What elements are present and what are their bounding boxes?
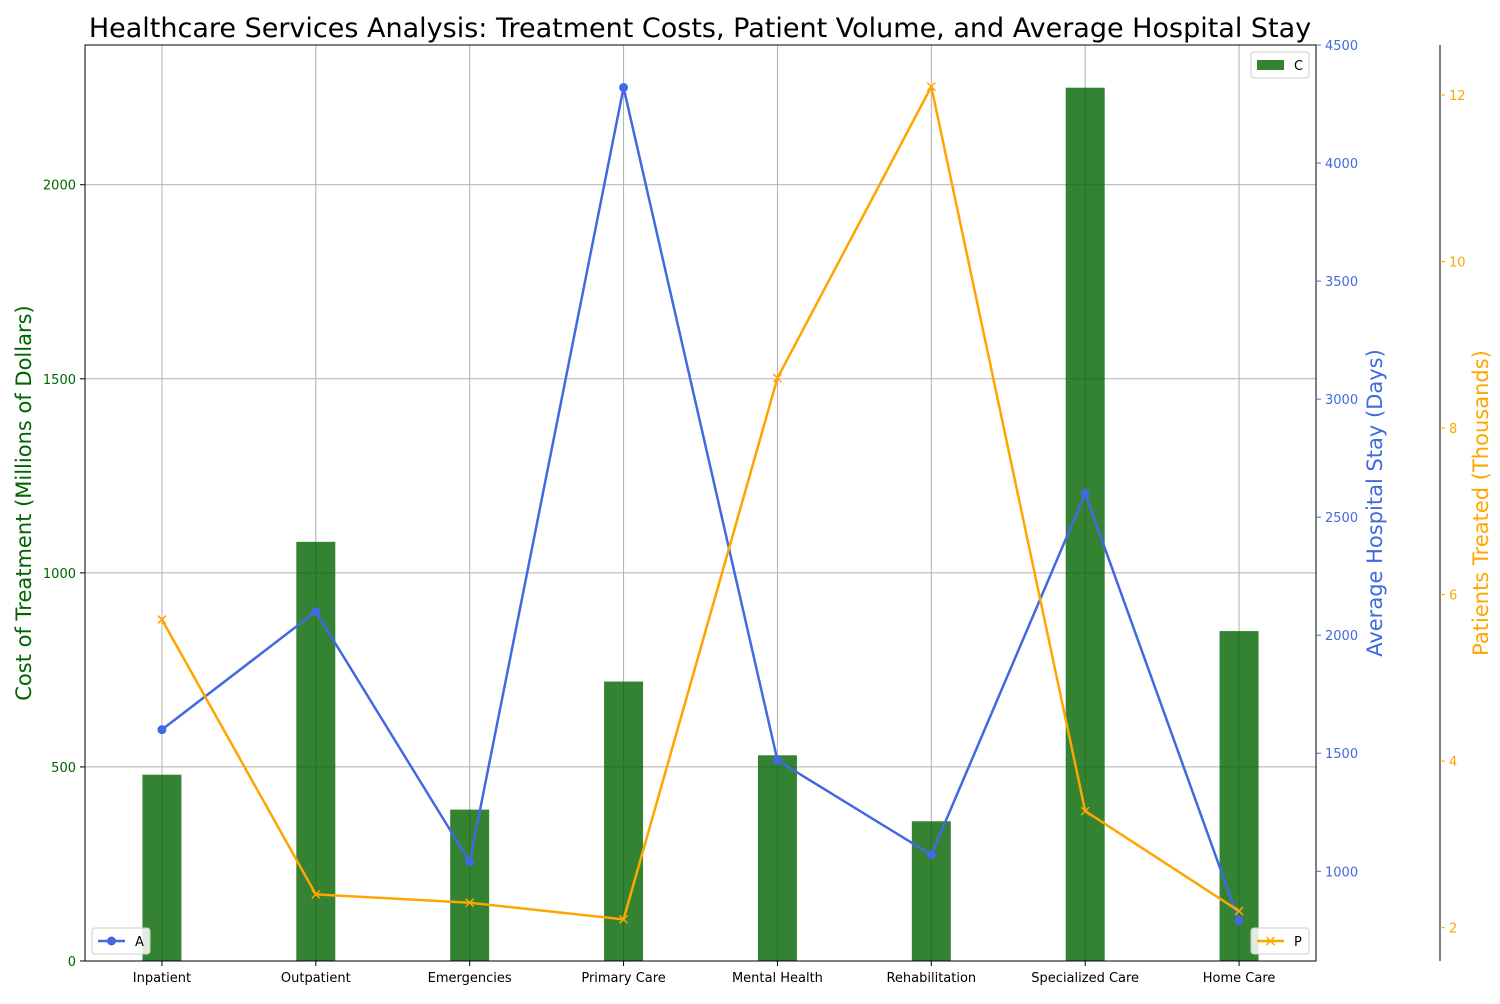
chart-title: Healthcare Services Analysis: Treatment … [89,13,1311,44]
bar-cost-7 [1219,631,1259,961]
point-stay-4 [772,755,782,765]
line-stay [161,86,1241,922]
x-axis: Inpatient Outpatient Emergencies Primary Ca… [133,961,1276,986]
legend-marker [1265,936,1276,946]
x-tick-label: Primary Care [581,971,665,986]
legend-swatch [1257,60,1284,70]
y-tick-label-cost: 2000 [43,179,76,194]
point-patients-7 [1234,906,1244,916]
x-tick-label: Emergencies [428,971,512,986]
y-tick-label-stay: 1000 [1325,865,1358,880]
y-tick-label-patients: 10 [1449,256,1466,271]
x-tick-label: Inpatient [133,971,191,986]
legend-patients: P [1250,927,1310,955]
point-patients-4 [772,373,782,383]
grid-lines [85,45,1316,962]
bar-cost-5 [911,821,951,961]
y-tick-label-stay: 2000 [1325,629,1358,644]
x-tick-label: Mental Health [732,971,823,986]
point-stay-5 [926,850,936,860]
y-axis-patients: 2 4 6 8 10 12 Patients Treated (Thousands) [1439,45,1493,961]
point-stay-3 [619,82,629,92]
y-tick-label-stay: 4500 [1325,39,1358,54]
y-tick-label-patients: 2 [1449,922,1457,937]
y-tick-label-patients: 6 [1449,589,1457,604]
y-axis-stay: 1000 1500 2000 2500 3000 3500 4000 4500 Average … [1316,39,1387,880]
y-tick-label-stay: 1500 [1325,747,1358,762]
y-axis-cost: 0 500 1000 1500 2000 Cost of Treatment (Milli… [12,179,85,970]
point-stay-0 [157,725,167,735]
y-axis-label-cost: Cost of Treatment (Millions of Dollars) [12,305,36,700]
point-stay-1 [311,607,321,617]
y-tick-label-cost: 1500 [43,373,76,388]
point-patients-3 [619,914,629,924]
x-tick-label: Rehabilitation [886,971,976,986]
legend-label: C [1294,59,1303,74]
point-patients-5 [926,82,936,92]
legend-marker [107,936,116,946]
plot-frame [84,44,1317,962]
legend-stay: A [91,927,151,955]
point-stay-6 [1080,489,1090,499]
bar-cost-4 [757,755,797,961]
bar-cost-1 [296,541,336,961]
point-patients-1 [311,889,321,899]
legend-label: P [1294,935,1302,950]
y-axis-label-patients: Patients Treated (Thousands) [1469,350,1493,656]
bar-cost-2 [450,809,490,961]
x-tick-label: Outpatient [281,971,351,986]
y-tick-label-stay: 3000 [1325,393,1358,408]
y-tick-label-patients: 12 [1449,89,1466,104]
y-tick-label-cost: 500 [51,761,76,776]
y-tick-label-cost: 0 [68,955,76,970]
x-tick-label: Specialized Care [1031,971,1139,986]
bar-cost-3 [604,681,644,961]
line-series-stay [157,82,1244,926]
bar-series-cost [142,87,1259,961]
y-tick-label-stay: 2500 [1325,511,1358,526]
y-tick-label-patients: 4 [1449,755,1457,770]
line-patients [160,85,1240,921]
y-tick-label-patients: 8 [1449,422,1457,437]
point-stay-7 [1234,916,1244,926]
y-axis-label-stay: Average Hospital Stay (Days) [1363,349,1387,657]
y-tick-label-cost: 1000 [43,567,76,582]
legend-label: A [135,935,144,950]
point-patients-2 [465,898,475,908]
y-tick-label-stay: 4000 [1325,157,1358,172]
line-series-patients [157,82,1244,924]
point-patients-0 [157,615,167,625]
legend-cost: C [1250,51,1310,79]
y-tick-label-stay: 3500 [1325,275,1358,290]
point-stay-2 [465,857,475,867]
x-tick-label: Home Care [1203,971,1276,986]
point-patients-6 [1080,806,1090,816]
